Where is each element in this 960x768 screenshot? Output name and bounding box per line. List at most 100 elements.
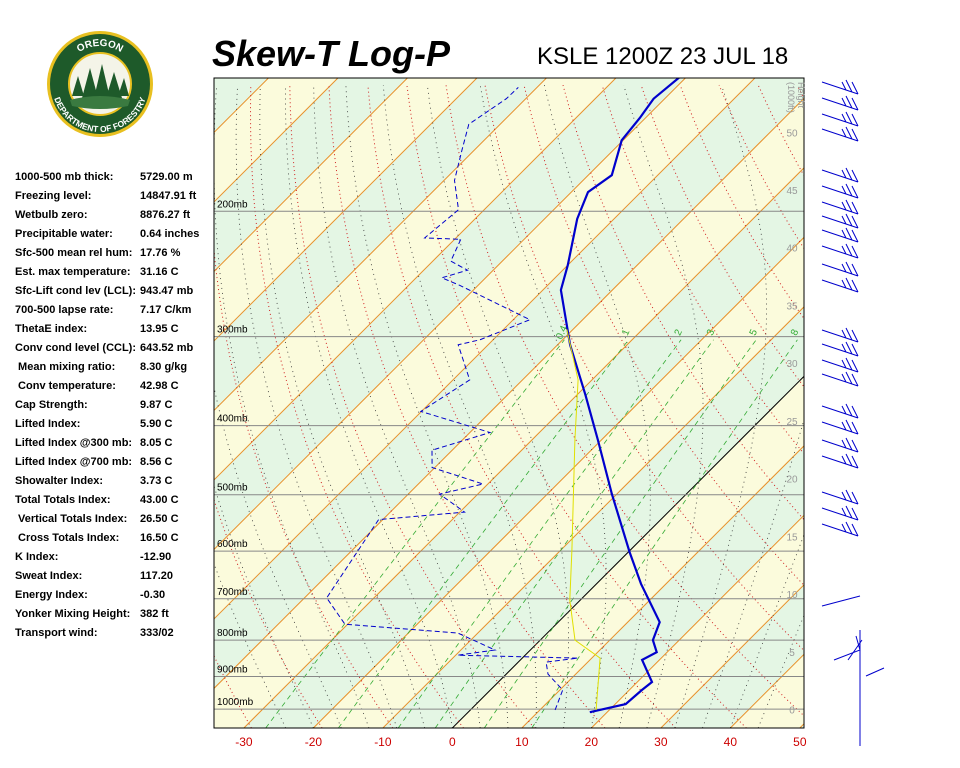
isotherm-grid-line — [521, 445, 804, 728]
stat-value: 8.05 C — [140, 437, 172, 449]
stat-value: 333/02 — [140, 627, 174, 639]
wind-barbs — [821, 79, 885, 746]
wind-barb — [821, 327, 859, 343]
stat-label: Conv temperature: — [15, 380, 116, 392]
mixing-ratio-label: 5 — [748, 327, 761, 337]
mixing-ratio-label: 3 — [705, 327, 718, 337]
isotherm-grid-line — [452, 375, 804, 728]
isotherm — [214, 78, 756, 620]
stat-label: Showalter Index: — [15, 475, 103, 487]
stat-label: Precipitable water: — [15, 228, 113, 240]
stat-value: -12.90 — [140, 551, 171, 563]
profile-line — [566, 329, 601, 711]
stat-value: 42.98 C — [140, 380, 179, 392]
dry-adiabat — [640, 84, 804, 388]
stat-label: Lifted Index @300 mb: — [15, 437, 132, 449]
logo: OREGON DEPARTMENT OF FORESTRY — [47, 31, 153, 137]
logo-trees — [72, 64, 129, 98]
wind-barb — [821, 505, 859, 521]
wind-barb — [821, 95, 859, 111]
wind-barb — [821, 521, 859, 537]
moist-adiabat — [674, 84, 767, 728]
isotherm — [214, 78, 617, 481]
stat-label: Energy Index: — [15, 589, 88, 601]
wind-barb — [821, 111, 859, 127]
mixing-ratio-line — [338, 339, 629, 728]
isotherm — [214, 78, 408, 273]
wind-barb — [821, 453, 859, 469]
stat-label: 700-500 lapse rate: — [15, 304, 113, 316]
moist-adiabat — [382, 85, 537, 728]
wind-barb — [821, 489, 859, 505]
stat-value: 8876.27 ft — [140, 209, 190, 221]
wind-barb — [821, 79, 859, 95]
y2-axis-label: (1000ft) — [786, 82, 796, 113]
isotherm-grid-line — [313, 236, 804, 728]
stats-panel: 1000-500 mb thick: 5729.00 m Freezing leve… — [15, 171, 199, 639]
plot-frame — [213, 77, 805, 729]
mixing-ratio-line — [531, 339, 798, 728]
isotherm — [214, 78, 478, 342]
y2-tick-label: 20 — [786, 475, 798, 486]
y-tick-label: 500mb — [217, 483, 248, 494]
mixing-ratio-label: 8 — [789, 327, 802, 337]
moist-adiabat — [544, 85, 651, 728]
stat-value: 5729.00 m — [140, 171, 193, 183]
stat-value: 8.56 C — [140, 456, 172, 468]
y2-axis-label: Height — [796, 82, 806, 109]
profile-line — [326, 87, 578, 711]
stat-value: 14847.91 ft — [140, 190, 197, 202]
isotherm — [214, 78, 339, 203]
wind-barb — [821, 261, 859, 277]
dry-adiabat — [601, 84, 804, 455]
stat-value: 43.00 C — [140, 494, 179, 506]
stat-label: Lifted Index: — [15, 418, 80, 430]
mixing-ratio-line — [434, 339, 714, 728]
stat-value: 0.64 inches — [140, 228, 199, 240]
stat-value: 7.17 C/km — [140, 304, 192, 316]
stat-value: 13.95 C — [140, 323, 179, 335]
x-tick-label: -10 — [374, 735, 392, 749]
stat-label: Conv cond level (CCL): — [15, 342, 136, 354]
y2-tick-label: 50 — [786, 128, 798, 139]
chart-title: Skew-T Log-P — [212, 33, 451, 74]
stat-value: 16.50 C — [140, 532, 179, 544]
dry-adiabat — [214, 498, 323, 728]
stat-value: 117.20 — [140, 570, 173, 582]
y2-tick-label: 10 — [786, 590, 798, 601]
y-tick-label: 600mb — [217, 539, 248, 550]
stat-value: 31.16 C — [140, 266, 179, 278]
profile-line — [559, 78, 681, 714]
stat-label: K Index: — [15, 551, 58, 563]
stat-value: 382 ft — [140, 608, 169, 620]
stat-label: Cross Totals Index: — [15, 532, 119, 544]
logo-top-text: OREGON — [75, 38, 125, 55]
stat-value: -0.30 — [140, 589, 165, 601]
wind-barb — [821, 277, 859, 293]
mixing-ratio-line — [483, 339, 757, 728]
wind-barb — [821, 357, 859, 373]
y-tick-label: 1000mb — [217, 697, 254, 708]
dry-adiabat — [289, 85, 535, 728]
y2-tick-label: 25 — [786, 417, 798, 428]
wind-barb — [821, 227, 859, 243]
logo-top: OREGON — [75, 38, 125, 55]
y2-tick-label: 15 — [786, 532, 798, 543]
wind-barb — [821, 167, 859, 183]
stat-value: 943.47 mb — [140, 285, 193, 297]
stat-label: Freezing level: — [15, 190, 91, 202]
stat-label: Est. max temperature: — [15, 266, 131, 278]
wind-barb — [821, 341, 859, 357]
x-tick-label: 40 — [724, 735, 738, 749]
stat-label: Wetbulb zero: — [15, 209, 88, 221]
x-tick-label: 50 — [793, 735, 807, 749]
isotherm-grid-line — [590, 514, 804, 728]
dry-adiabat — [796, 84, 804, 100]
wind-barb — [821, 371, 859, 387]
moist-adiabat — [284, 85, 453, 728]
moist-adiabat — [729, 533, 804, 728]
dry-adiabat — [328, 85, 606, 728]
y2-tick-label: 0 — [789, 706, 795, 717]
stat-value: 17.76 % — [140, 247, 181, 259]
